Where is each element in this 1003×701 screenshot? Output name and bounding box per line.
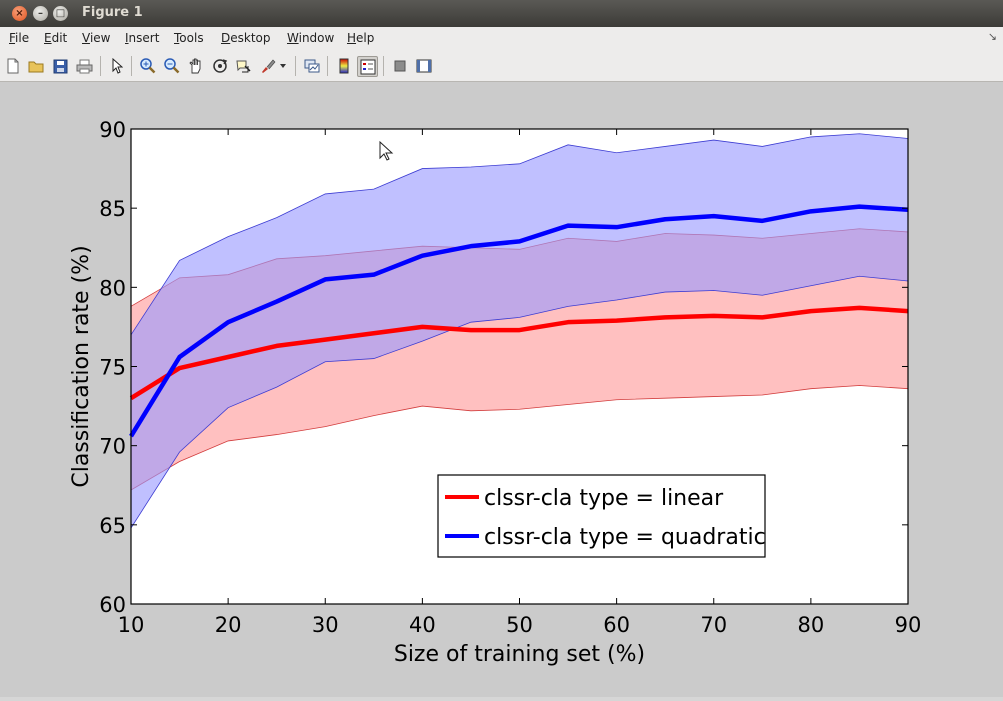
legend[interactable]: clssr-cla type = linear clssr-cla type =… (437, 474, 766, 558)
x-axis-label: Size of training set (%) (394, 642, 645, 667)
x-tick-label: 30 (312, 613, 339, 637)
x-tick-label: 20 (215, 613, 242, 637)
title-bar: × – □ Figure 1 (0, 0, 1003, 27)
close-button[interactable]: × (12, 6, 27, 21)
menu-help[interactable]: Help (347, 31, 375, 45)
brush-icon[interactable] (258, 56, 278, 76)
x-tick-label: 40 (409, 613, 436, 637)
save-icon[interactable] (50, 56, 70, 76)
x-tick-label: 10 (118, 613, 145, 637)
legend-label-quadratic: clssr-cla type = quadratic (484, 525, 766, 550)
minimize-button[interactable]: – (33, 6, 48, 21)
toolbar-separator (100, 56, 101, 76)
data-cursor-icon[interactable] (234, 56, 254, 76)
menu-tools[interactable]: Tools (174, 31, 204, 45)
legend-box (437, 474, 766, 558)
y-tick-label: 65 (99, 514, 126, 538)
x-tick-label: 70 (700, 613, 727, 637)
menu-window[interactable]: Window (287, 31, 335, 45)
menu-bar: File Edit View Insert Tools Desktop Wind… (0, 27, 1003, 51)
hide-plot-tools-icon[interactable] (390, 56, 410, 76)
menu-file[interactable]: File (9, 31, 30, 45)
toolbar-separator (383, 56, 384, 76)
band-lower-edge (130, 385, 909, 491)
y-tick-label: 85 (99, 197, 126, 221)
confidence-band-quadratic (131, 133, 908, 528)
figure-toolbar (0, 51, 1003, 82)
pan-icon[interactable] (186, 56, 206, 76)
menu-dock-icon[interactable]: ↘ (987, 30, 997, 43)
menu-edit[interactable]: Edit (44, 31, 68, 45)
y-axis-label: Classification rate (%) (69, 245, 94, 487)
y-tick-label: 70 (99, 435, 126, 459)
open-file-icon[interactable] (26, 56, 46, 76)
x-tick-label: 50 (506, 613, 533, 637)
zoom-out-icon[interactable] (162, 56, 182, 76)
maximize-button[interactable]: □ (53, 6, 68, 21)
menu-view[interactable]: View (82, 31, 111, 45)
x-tick-label: 90 (895, 613, 922, 637)
legend-icon[interactable] (357, 56, 378, 77)
colorbar-icon[interactable] (334, 56, 354, 76)
zoom-in-icon[interactable] (138, 56, 158, 76)
y-tick-label: 90 (99, 118, 126, 142)
menu-desktop[interactable]: Desktop (221, 31, 271, 45)
menu-insert[interactable]: Insert (125, 31, 160, 45)
toolbar-separator (295, 56, 296, 76)
legend-label-linear: clssr-cla type = linear (484, 486, 724, 511)
new-file-icon[interactable] (3, 56, 23, 76)
series-line-linear[interactable] (129, 305, 909, 401)
y-tick-label: 80 (99, 276, 126, 300)
print-icon[interactable] (74, 56, 94, 76)
pointer-icon[interactable] (107, 56, 127, 76)
x-tick-label: 60 (603, 613, 630, 637)
y-tick-label: 60 (99, 593, 126, 617)
show-plot-tools-icon[interactable] (414, 56, 434, 76)
y-tick-label: 75 (99, 356, 126, 380)
band-lower-edge (130, 275, 909, 529)
band-upper-edge (130, 133, 909, 336)
toolbar-separator (327, 56, 328, 76)
window-title: Figure 1 (82, 5, 143, 20)
figure-canvas: 10 20 30 40 50 60 70 80 90 60 65 70 75 80 85 90 Size o… (0, 82, 1003, 697)
mouse-pointer-icon (379, 140, 394, 161)
x-tick-label: 80 (798, 613, 825, 637)
chart-svg: 10 20 30 40 50 60 70 80 90 60 65 70 75 80 85 90 Size o… (69, 118, 922, 667)
link-plot-icon[interactable] (302, 56, 322, 76)
rotate-3d-icon[interactable] (210, 56, 230, 76)
toolbar-separator (131, 56, 132, 76)
series-line-quadratic[interactable] (129, 204, 909, 438)
brush-dropdown-icon[interactable] (278, 56, 288, 76)
